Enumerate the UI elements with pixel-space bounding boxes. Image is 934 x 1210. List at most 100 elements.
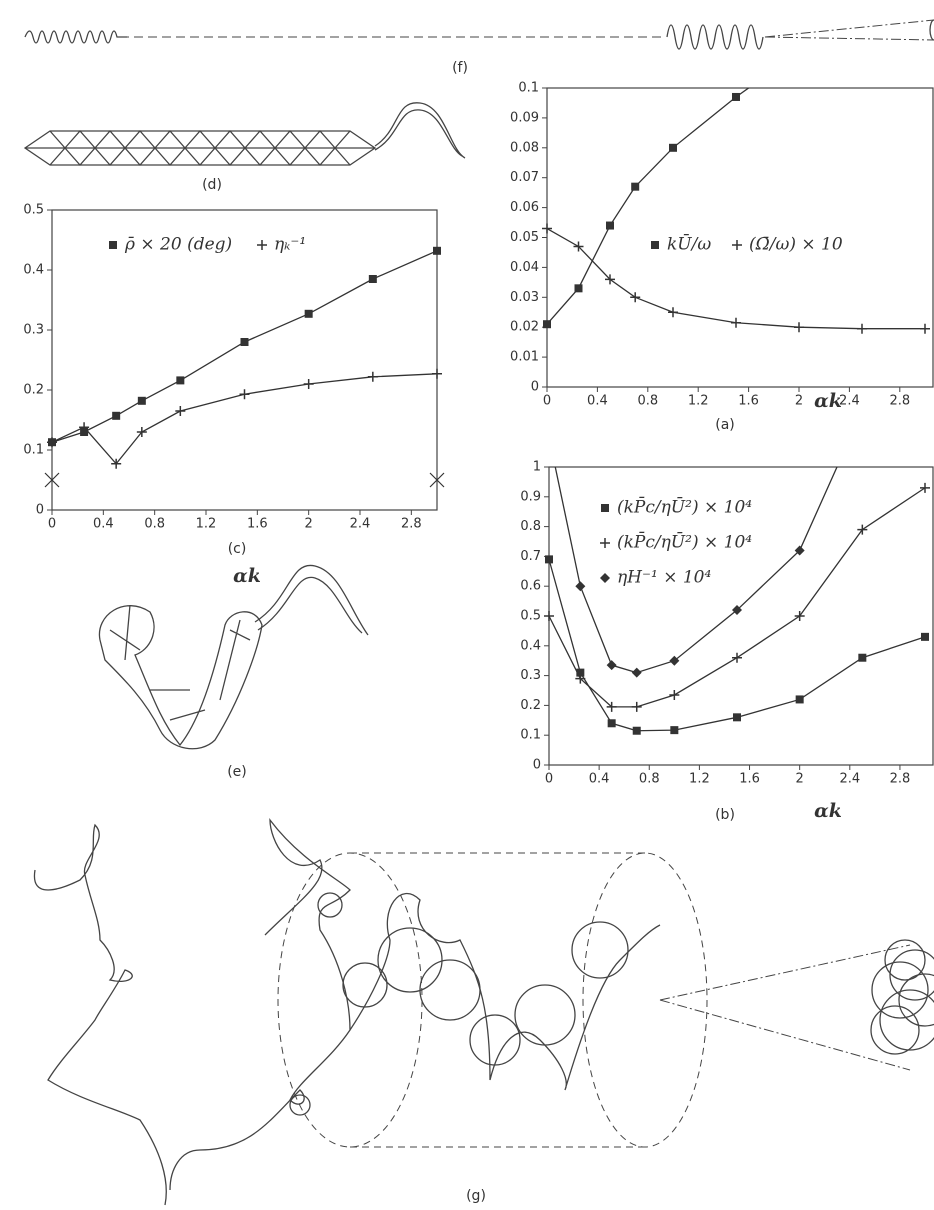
marker-square: [607, 719, 616, 728]
x-tick-label: 0.4: [587, 394, 608, 409]
marker-plus: [544, 611, 554, 621]
x-tick-label: 2.4: [350, 517, 371, 532]
panel-label: (a): [715, 417, 735, 433]
x-tick-label: 0: [48, 517, 56, 532]
marker-plus: [575, 673, 586, 684]
panel-label: (b): [715, 807, 735, 823]
marker-plus: [432, 368, 442, 379]
x-tick-label: 2.4: [839, 394, 860, 409]
series-line: [554, 467, 838, 674]
marker-plus: [731, 317, 741, 328]
plot-area: [47, 246, 442, 469]
marker-plus: [600, 538, 610, 548]
series-line: [546, 227, 925, 330]
y-tick-label: 0.1: [518, 81, 539, 96]
legend-label: kŪ/ω: [667, 234, 711, 255]
marker-square: [732, 92, 740, 101]
legend-label: ηₖ⁻¹: [274, 235, 306, 255]
y-tick-label: 0.2: [520, 698, 541, 713]
marker-square: [304, 309, 313, 318]
marker-square: [137, 396, 146, 405]
chart: 0 0.1 0.2 0.3 0.4 0.5 0.6 0.7 0.8 0.9 1 0 0.4 0.8 1.2 1…: [520, 460, 934, 823]
marker-plus: [669, 689, 680, 700]
x-tick-label: 1.6: [738, 394, 759, 409]
y-tick-label: 0.1: [23, 443, 44, 458]
y-tick-label: 0.7: [520, 549, 541, 564]
y-tick-label: 0.08: [510, 140, 539, 155]
marker-plus: [303, 379, 314, 389]
marker-plus: [857, 524, 868, 535]
y-tick-label: 0.4: [520, 638, 541, 653]
drawing-d: [23, 102, 466, 166]
legend-label: (kP̄c/ηŪ²) × 10⁴: [617, 530, 752, 552]
plot-frame: [546, 87, 934, 388]
legend-label: ρ̄ × 20 (deg): [124, 235, 232, 255]
marker-square: [433, 246, 441, 255]
marker-plus: [631, 701, 642, 712]
x-tick-label: 1.2: [689, 772, 710, 787]
chart: 0 0.01 0.02 0.03 0.04 0.05 0.06 0.07 0.08 0.09 0.1…: [510, 48, 934, 433]
y-tick-label: 0.9: [520, 489, 541, 504]
y-tick-label: 0.05: [510, 230, 539, 245]
plot-area: [544, 467, 930, 735]
y-tick-label: 0: [531, 380, 539, 395]
x-tick-label: 2: [796, 772, 804, 787]
marker-square: [795, 48, 803, 56]
y-tick-label: 0.5: [520, 609, 541, 624]
marker-plus: [732, 240, 742, 250]
y-tick-label: 0.3: [520, 668, 541, 683]
marker-square: [669, 143, 677, 152]
marker-square: [543, 320, 551, 329]
drawing-g: [33, 818, 934, 1206]
x-tick-label: 1.2: [688, 394, 709, 409]
marker-diamond: [606, 660, 617, 671]
marker-square: [545, 555, 553, 564]
x-tick-label: 2.8: [890, 772, 911, 787]
marker-plus: [794, 611, 805, 621]
marker-square: [651, 241, 659, 249]
marker-square: [795, 695, 804, 704]
marker-plus: [920, 323, 930, 334]
chart: 0 0.1 0.2 0.3 0.4 0.5 0 0.4 0.8 1.2 1.6 2 2.4 2.8 (c) α…: [23, 203, 445, 587]
marker-square: [858, 653, 867, 662]
legend-label: (Ω̄/ω) × 10: [749, 235, 843, 255]
marker-plus: [573, 241, 584, 252]
x-tick-label: 1.2: [196, 517, 217, 532]
panel-label: (d): [202, 177, 222, 193]
marker-plus: [920, 482, 930, 493]
drawing-e: [98, 564, 369, 750]
y-tick-label: 0.2: [23, 383, 44, 398]
y-tick-label: 1: [533, 460, 541, 475]
legend-label: ηH⁻¹ × 10⁴: [617, 568, 711, 588]
y-tick-label: 0.5: [23, 203, 44, 218]
plot-frame: [51, 209, 438, 511]
marker-square: [670, 726, 679, 735]
marker-plus: [630, 292, 641, 303]
marker-square: [574, 284, 583, 293]
x-tick-label: 0: [543, 394, 551, 409]
panel-label: (e): [227, 764, 247, 780]
marker-square: [368, 275, 377, 283]
marker-cross: [44, 472, 60, 488]
marker-diamond: [631, 667, 642, 678]
marker-diamond: [575, 581, 586, 592]
y-tick-label: 0.09: [510, 110, 539, 125]
x-tick-label: 2.4: [839, 772, 860, 787]
y-tick-label: 0.02: [510, 320, 539, 335]
marker-plus: [605, 274, 615, 285]
marker-plus: [794, 322, 804, 333]
y-tick-label: 0.06: [510, 200, 539, 215]
series-line: [548, 487, 926, 708]
x-tick-label: 2.8: [401, 517, 422, 532]
marker-plus: [257, 240, 267, 250]
y-tick-label: 0.01: [510, 350, 539, 365]
x-tick-label: 2: [795, 394, 803, 409]
x-tick-label: 0: [545, 772, 553, 787]
y-tick-label: 0.8: [520, 519, 541, 534]
marker-square: [921, 632, 929, 641]
panel-label: (g): [466, 1188, 486, 1204]
y-tick-label: 0.6: [520, 579, 541, 594]
y-tick-label: 0: [533, 758, 541, 773]
marker-diamond: [732, 605, 742, 616]
